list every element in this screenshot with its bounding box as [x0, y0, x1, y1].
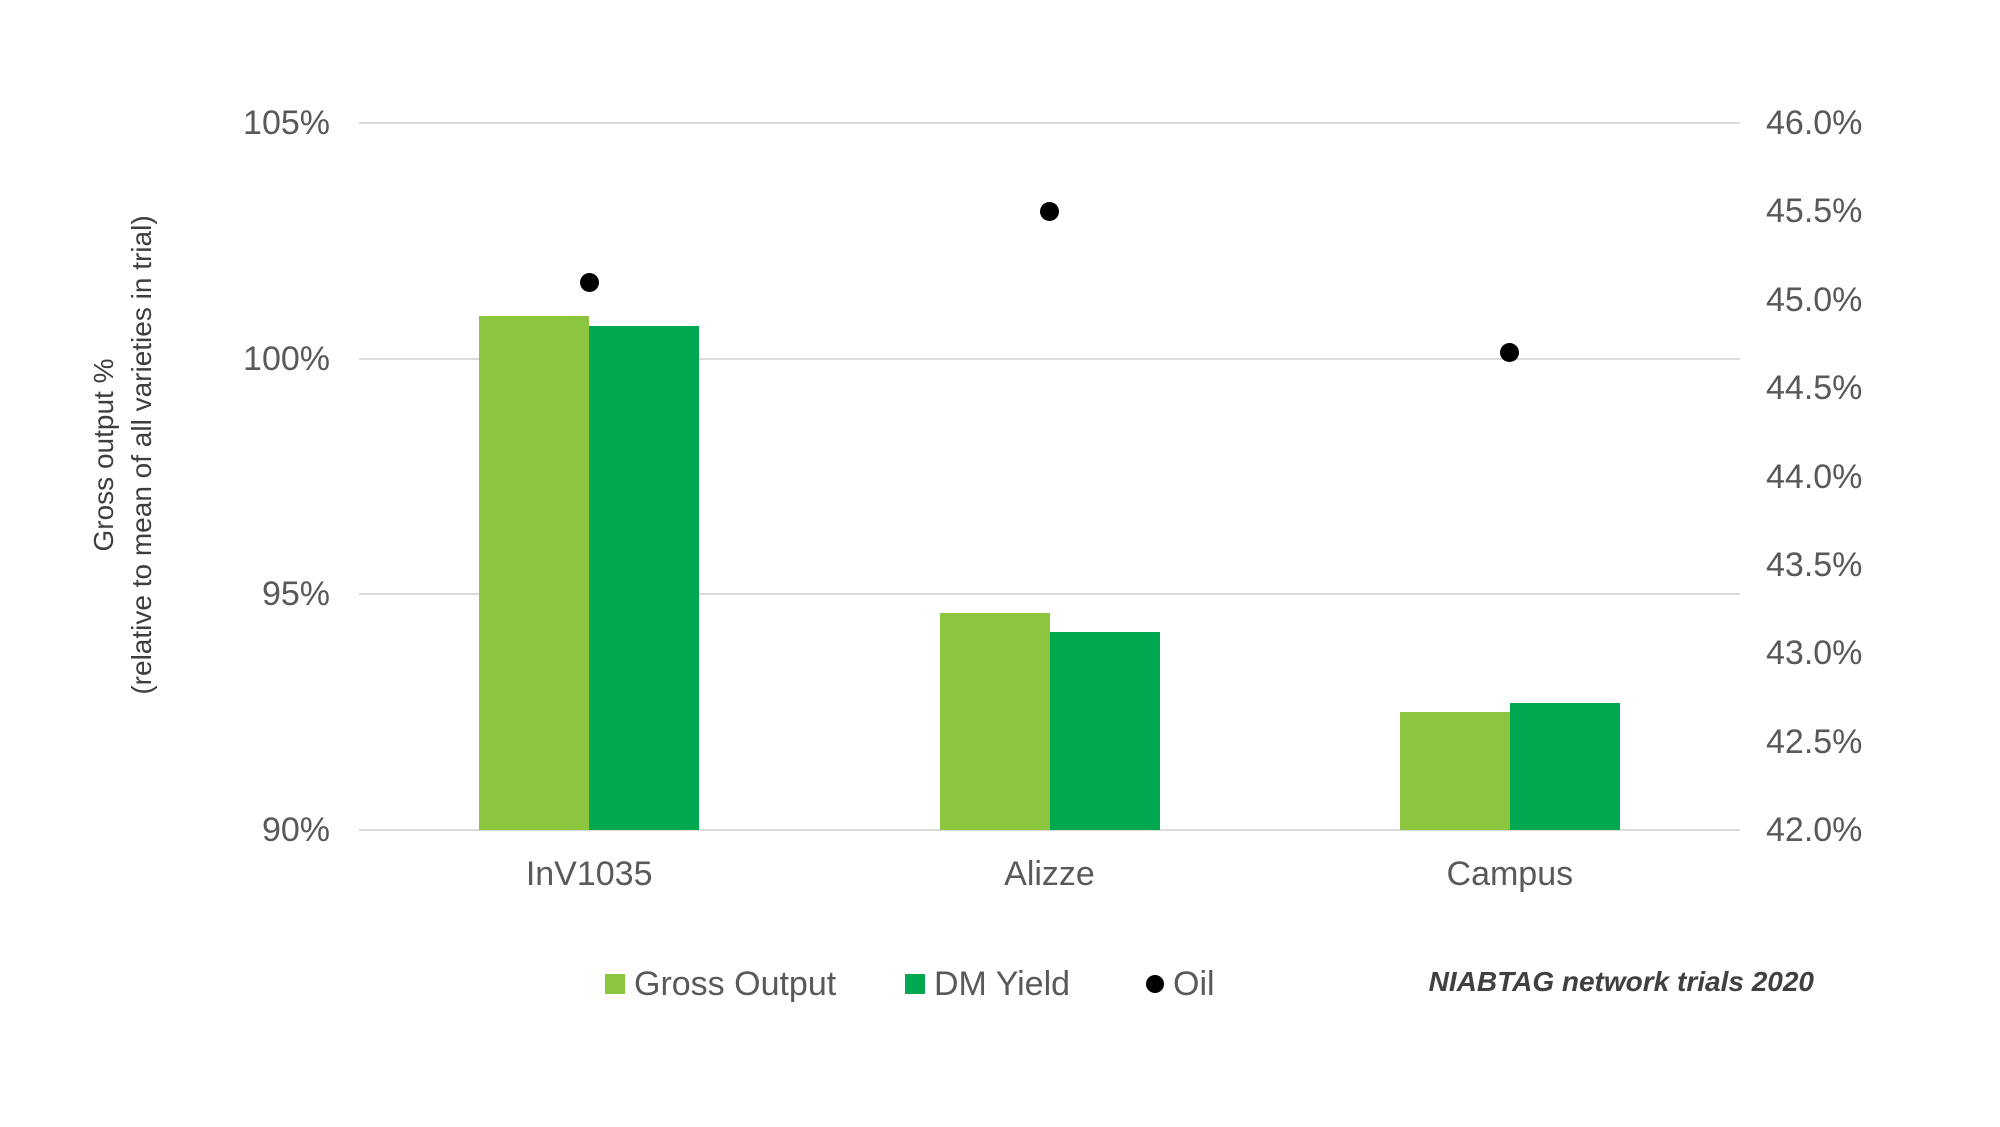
right-tick-44: 44.0%: [1766, 457, 1863, 496]
left-axis-title-line2: (relative to mean of all varieties in tr…: [126, 215, 157, 695]
right-tick-45-5: 45.5%: [1766, 192, 1863, 231]
bar-gross-output-campus: [1399, 712, 1510, 830]
legend-square-icon: [605, 974, 625, 994]
bar-dm-yield-alizze: [1049, 632, 1160, 830]
legend-item-oil: Oil: [1146, 963, 1215, 1005]
category-label-campus: Campus: [1446, 855, 1574, 893]
gridline-100: [359, 357, 1740, 360]
left-tick-105: 105%: [243, 104, 330, 142]
bar-gross-output-alizze: [939, 613, 1050, 830]
bar-dm-yield-campus: [1509, 702, 1620, 830]
gridline-95: [359, 593, 1740, 596]
plot-area: [359, 122, 1740, 831]
legend-circle-icon: [1146, 975, 1164, 993]
gridline-90: [359, 829, 1740, 831]
left-tick-100: 100%: [243, 339, 330, 378]
bar-dm-yield-inv1035: [589, 325, 700, 830]
bar-gross-output-inv1035: [479, 316, 590, 830]
right-tick-43-5: 43.5%: [1766, 545, 1863, 584]
legend-label: Gross Output: [634, 965, 837, 1003]
right-tick-42: 42.0%: [1766, 811, 1863, 849]
legend-item-dm-yield: DM Yield: [905, 963, 1070, 1005]
left-tick-95: 95%: [261, 575, 330, 614]
legend-label: DM Yield: [934, 965, 1071, 1003]
left-axis-title-line1: Gross output %: [88, 358, 119, 552]
category-label-inv1035: InV1035: [525, 855, 653, 893]
category-label-alizze: Alizze: [1004, 855, 1095, 893]
right-tick-45: 45.0%: [1766, 280, 1863, 319]
point-oil-alizze: [1040, 201, 1059, 221]
legend-square-icon: [905, 974, 925, 994]
legend-item-gross-output: Gross Output: [605, 963, 836, 1005]
left-axis-title: Gross output % (relative to mean of all …: [85, 215, 161, 694]
right-tick-46: 46.0%: [1766, 104, 1863, 142]
point-oil-inv1035: [579, 272, 599, 292]
right-tick-44-5: 44.5%: [1766, 369, 1863, 408]
right-tick-42-5: 42.5%: [1766, 722, 1863, 761]
point-oil-campus: [1500, 343, 1520, 363]
right-tick-43: 43.0%: [1766, 634, 1863, 673]
left-tick-90: 90%: [261, 811, 330, 849]
legend-label: Oil: [1173, 965, 1215, 1003]
source-annotation: NIABTAG network trials 2020: [1428, 966, 1814, 997]
gridline-105: [359, 122, 1740, 124]
